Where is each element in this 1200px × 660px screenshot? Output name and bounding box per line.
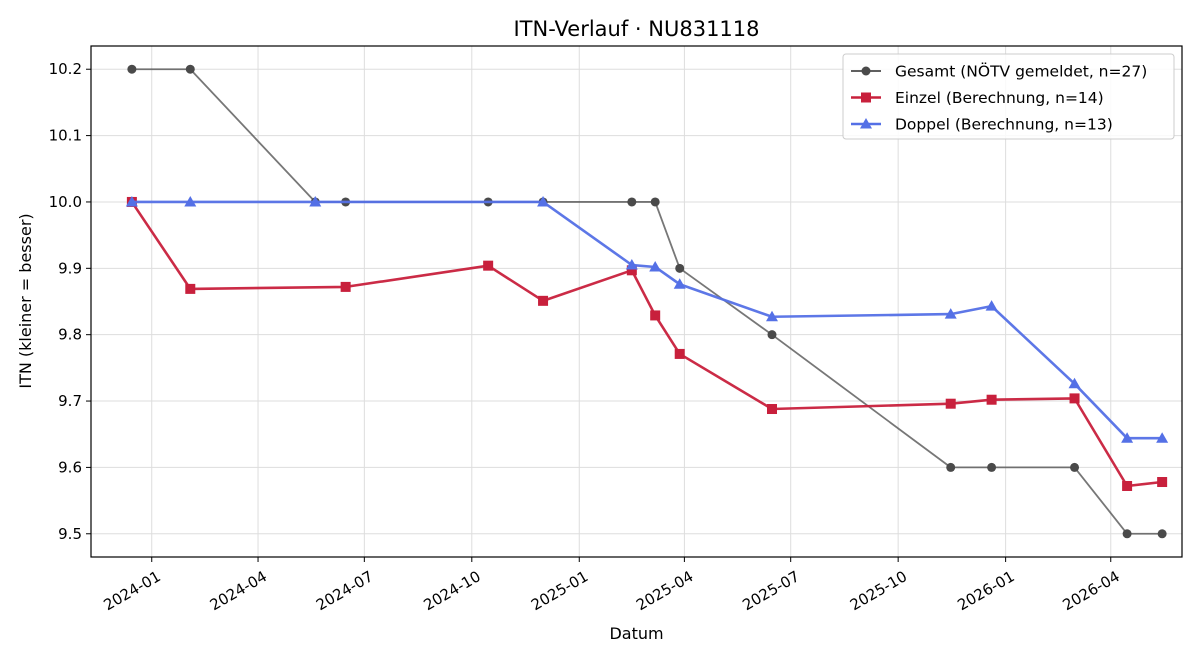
legend-label-1: Einzel (Berechnung, n=14) [895,89,1104,107]
data-point-2 [1156,432,1169,443]
data-point-0 [627,197,637,207]
x-axis-label: Datum [609,624,663,643]
legend-label-2: Doppel (Berechnung, n=13) [895,116,1113,134]
data-point-0 [185,64,195,74]
y-tick-label: 9.5 [58,525,82,543]
data-point-2 [125,195,138,207]
series-2 [125,195,1169,443]
data-point-2 [944,308,957,319]
data-point-1 [766,404,777,415]
y-tick-label: 10.1 [49,127,82,145]
data-point-0 [987,462,997,472]
data-point-1 [538,295,549,306]
data-point-0 [1122,529,1132,539]
legend: Gesamt (NÖTV gemeldet, n=27) Einzel (Bere… [842,53,1175,140]
y-axis-label: ITN (kleiner = besser) [16,213,35,388]
data-point-2 [649,260,662,272]
data-point-1 [1122,480,1133,491]
data-point-0 [946,462,956,472]
data-point-1 [945,398,956,409]
plot-frame [90,45,1183,558]
data-point-1 [1157,477,1168,488]
data-point-1 [674,348,685,359]
y-tick-label: 10.0 [49,193,82,211]
series-line-1 [130,201,1163,488]
data-point-2 [1121,432,1134,443]
data-point-1 [483,260,494,271]
data-point-0 [767,330,777,340]
y-tick-label: 9.7 [58,392,82,410]
chart-title: ITN-Verlauf · NU831118 [513,17,759,41]
data-point-0 [675,263,685,273]
y-tick-label: 9.8 [58,326,82,344]
y-tick-label: 10.2 [49,60,82,78]
y-tick-label: 9.9 [58,259,82,277]
data-point-1 [650,310,661,321]
data-point-1 [626,265,637,276]
data-point-2 [673,278,686,289]
data-point-2 [765,310,778,322]
legend-marker-1 [861,92,871,103]
legend-label-0: Gesamt (NÖTV gemeldet, n=27) [895,62,1147,81]
data-point-2 [184,195,197,207]
data-point-2 [1068,377,1081,389]
data-point-2 [625,259,638,270]
legend-marker-2 [860,118,872,129]
data-point-2 [537,195,550,207]
data-point-0 [1157,529,1167,539]
legend-box [842,53,1175,140]
data-point-2 [309,195,322,207]
data-point-0 [650,197,660,207]
data-point-1 [986,394,997,405]
data-point-1 [340,281,351,292]
y-axis: 9.5 9.6 9.7 9.8 9.9 10.0 10.1 10.2 [49,60,91,543]
data-point-0 [1070,462,1080,472]
y-tick-label: 9.6 [58,458,82,476]
data-point-0 [127,64,137,74]
series-layer [125,64,1169,539]
data-point-1 [185,283,196,294]
data-point-2 [985,300,998,311]
legend-marker-0 [861,66,871,76]
data-point-1 [1069,393,1080,404]
